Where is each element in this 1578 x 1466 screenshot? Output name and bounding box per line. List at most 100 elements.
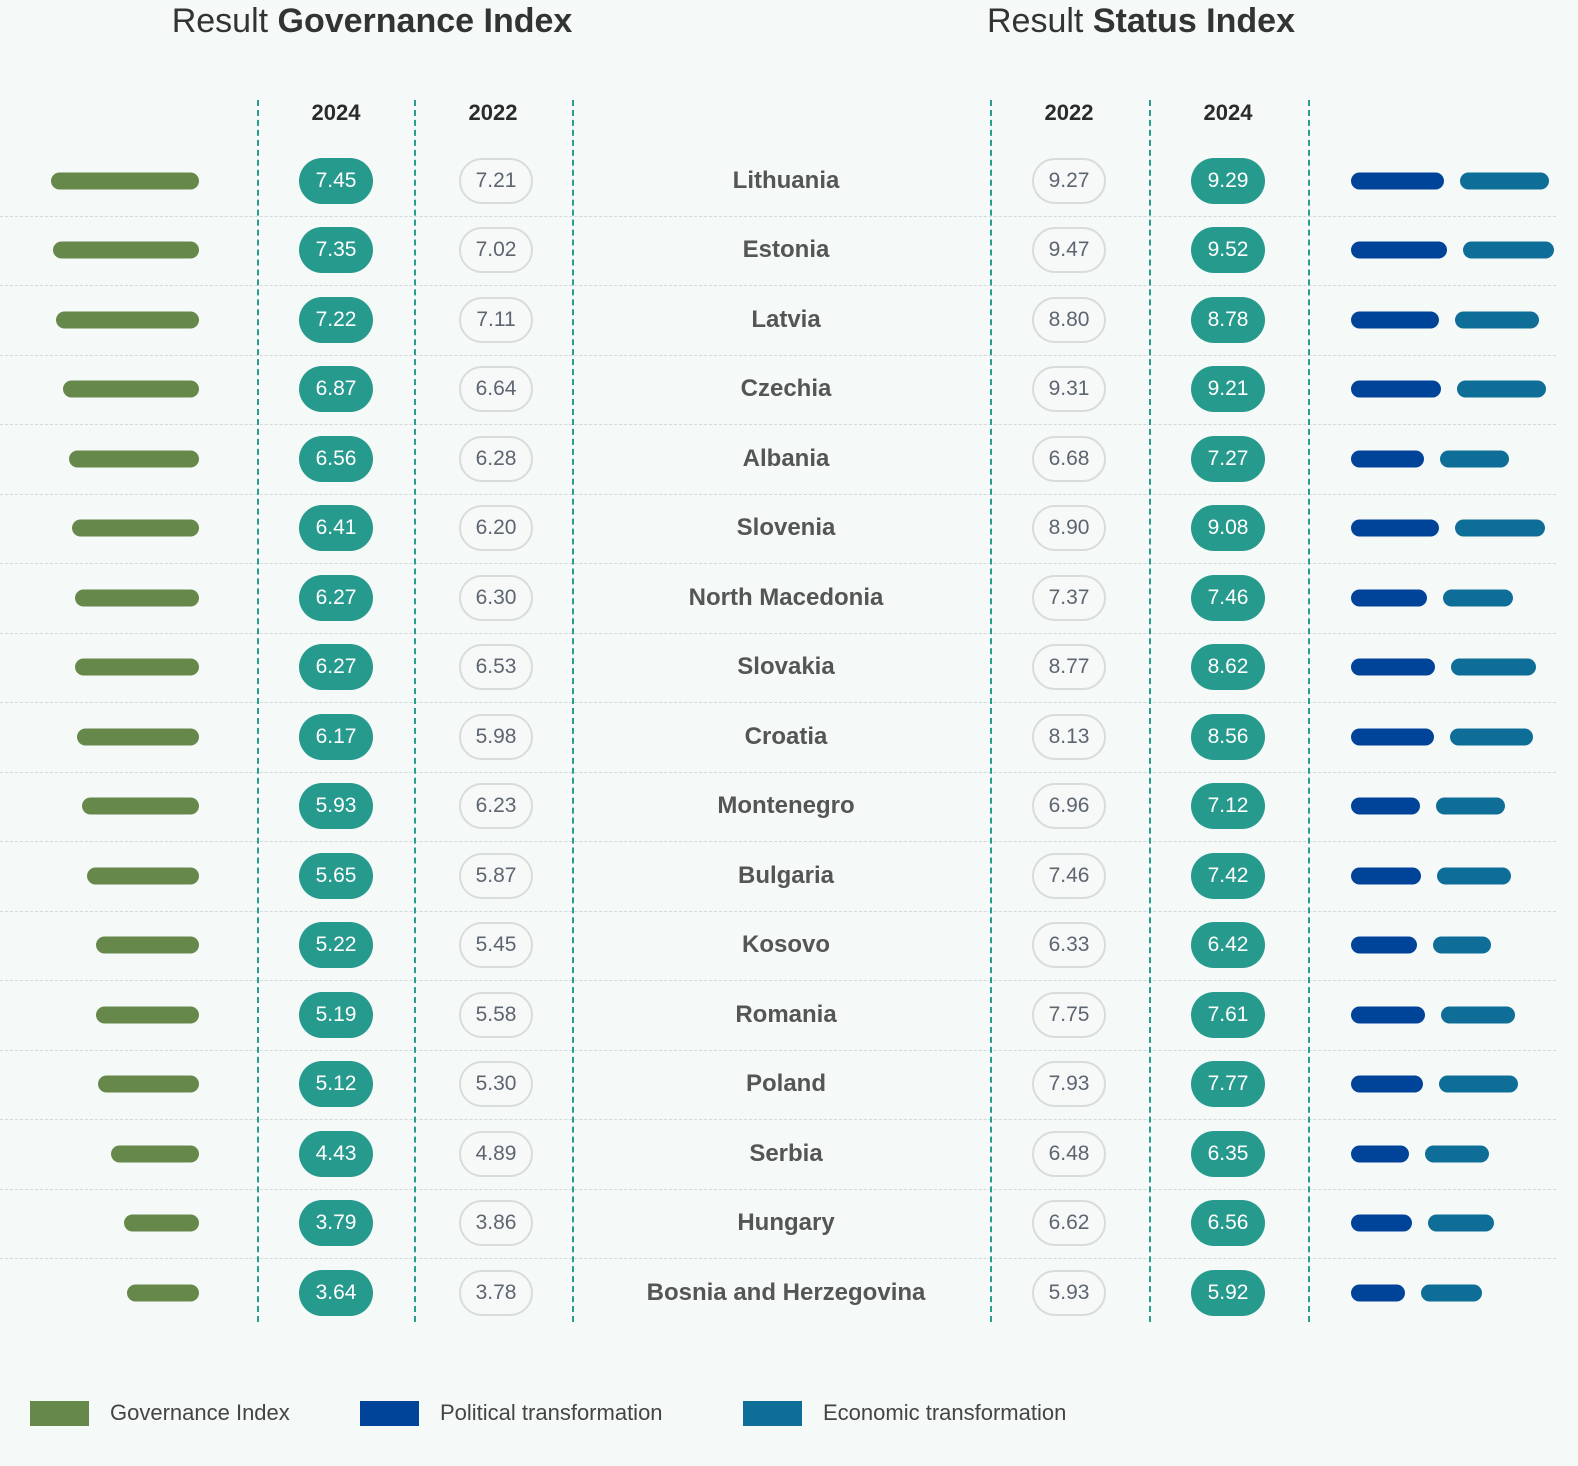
row-separator (0, 1188, 1556, 1190)
status-2022-value: 7.93 (1032, 1061, 1106, 1108)
economic-bar (1425, 1145, 1489, 1163)
gov-2024-value: 5.93 (299, 783, 373, 830)
political-bar (1351, 867, 1421, 885)
legend-swatch-economic (743, 1401, 802, 1426)
status-2022-value: 8.13 (1032, 713, 1106, 760)
country-name: Czechia (740, 375, 832, 403)
governance-bar (81, 797, 199, 815)
status-2024-value: 8.56 (1191, 713, 1265, 760)
gov-2022-value: 7.21 (459, 157, 533, 204)
political-bar (1351, 589, 1427, 607)
status-2022-value: 8.80 (1032, 296, 1106, 343)
country-name: Bulgaria (737, 861, 835, 889)
gov-2024-value: 5.22 (299, 922, 373, 969)
governance-bar (69, 450, 199, 468)
country-name: Kosovo (741, 931, 831, 959)
status-2024-value: 6.42 (1191, 922, 1265, 969)
status-2022-value: 9.31 (1032, 366, 1106, 413)
country-name: Albania (742, 444, 830, 472)
status-2022-value: 9.47 (1032, 227, 1106, 274)
status-2022-value: 7.46 (1032, 852, 1106, 899)
governance-bar (123, 1214, 199, 1232)
gov-2024-value: 7.35 (299, 227, 373, 274)
economic-bar (1455, 519, 1545, 537)
country-name: Hungary (737, 1209, 835, 1237)
status-2024-value: 9.29 (1191, 157, 1265, 204)
economic-bar (1460, 172, 1549, 190)
political-bar (1351, 241, 1447, 259)
gov-2022-value: 6.20 (459, 505, 533, 552)
status-2024-value: 6.56 (1191, 1200, 1265, 1247)
governance-bar (87, 867, 199, 885)
row-separator (0, 563, 1556, 564)
status-2024-value: 7.61 (1191, 991, 1265, 1038)
economic-bar (1451, 658, 1536, 676)
header-status-2022: 2022 (1044, 100, 1094, 125)
country-name: Latvia (751, 305, 821, 333)
gov-2024-value: 6.27 (299, 574, 373, 621)
governance-bar (95, 936, 199, 954)
status-2024-value: 9.52 (1191, 227, 1265, 274)
legend-label-economic: Economic transformation (823, 1400, 1067, 1425)
governance-bar (74, 658, 199, 676)
country-name: Slovenia (736, 514, 836, 542)
status-2022-value: 6.33 (1032, 922, 1106, 969)
row-separator (0, 285, 1556, 286)
row-separator (0, 980, 1556, 981)
gov-2022-value: 5.58 (459, 991, 533, 1038)
status-2024-value: 7.46 (1191, 574, 1265, 621)
gov-2024-value: 6.87 (299, 366, 373, 413)
row-separator (0, 354, 1556, 356)
governance-title: Result Governance Index (172, 2, 573, 41)
governance-bar (74, 589, 199, 607)
political-bar (1351, 1145, 1409, 1163)
gov-2022-value: 6.30 (459, 574, 533, 621)
political-bar (1351, 450, 1424, 468)
economic-bar (1443, 589, 1513, 607)
row-separator (0, 424, 1556, 425)
status-title: Result Status Index (987, 2, 1295, 41)
political-bar (1351, 1006, 1425, 1024)
column-divider (1149, 100, 1151, 1322)
country-name: Montenegro (717, 792, 855, 820)
row-separator (0, 215, 1556, 217)
row-separator (0, 1119, 1556, 1120)
gov-2024-value: 7.45 (299, 157, 373, 204)
title-main: Status Index (1092, 2, 1295, 40)
legend-swatch-governance (30, 1401, 89, 1426)
gov-2024-value: 6.27 (299, 644, 373, 691)
gov-2024-value: 6.17 (299, 713, 373, 760)
gov-2024-value: 4.43 (299, 1130, 373, 1177)
governance-bar (97, 1075, 199, 1093)
status-2024-value: 7.42 (1191, 852, 1265, 899)
economic-bar (1457, 380, 1546, 398)
status-2022-value: 7.75 (1032, 991, 1106, 1038)
political-bar (1351, 380, 1441, 398)
gov-2022-value: 5.98 (459, 713, 533, 760)
political-bar (1351, 1284, 1405, 1302)
country-name: Serbia (749, 1139, 823, 1167)
gov-2022-value: 5.45 (459, 922, 533, 969)
gov-2022-value: 7.11 (459, 296, 533, 343)
political-bar (1351, 936, 1417, 954)
status-2022-value: 6.62 (1032, 1200, 1106, 1247)
status-2024-value: 8.62 (1191, 644, 1265, 691)
country-name: North Macedonia (688, 583, 884, 611)
governance-bar (62, 380, 199, 398)
header-gov-2022: 2022 (468, 100, 518, 125)
status-2022-value: 7.37 (1032, 574, 1106, 621)
gov-2022-value: 6.23 (459, 783, 533, 830)
gov-2024-value: 3.64 (299, 1269, 373, 1316)
political-bar (1351, 728, 1434, 746)
governance-bar (76, 728, 199, 746)
status-2024-value: 7.77 (1191, 1061, 1265, 1108)
political-bar (1351, 311, 1439, 329)
gov-2024-value: 5.65 (299, 852, 373, 899)
status-2022-value: 8.90 (1032, 505, 1106, 552)
country-name: Bosnia and Herzegovina (646, 1278, 926, 1306)
row-separator (0, 841, 1556, 842)
gov-2022-value: 3.86 (459, 1200, 533, 1247)
gov-2024-value: 5.12 (299, 1061, 373, 1108)
status-2022-value: 9.27 (1032, 157, 1106, 204)
title-prefix: Result (987, 2, 1084, 40)
